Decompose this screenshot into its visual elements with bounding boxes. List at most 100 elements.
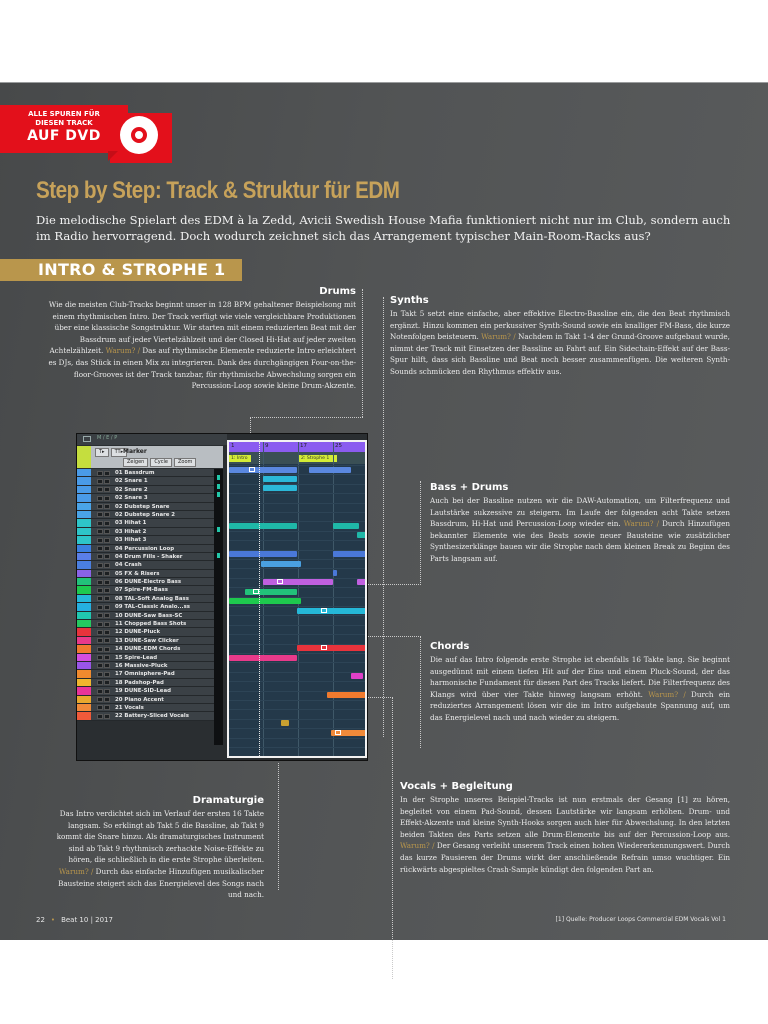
toggle-t[interactable]: T▸: [95, 448, 109, 457]
mute-solo-buttons[interactable]: [97, 546, 111, 552]
mute-solo-buttons[interactable]: [97, 554, 111, 560]
mute-solo-buttons[interactable]: [97, 713, 111, 719]
mute-solo-buttons[interactable]: [97, 529, 111, 535]
track-row[interactable]: 03 Hihat 2: [77, 527, 223, 537]
zeigen-button[interactable]: Zeigen: [123, 458, 149, 467]
track-row[interactable]: 10 DUNE-Saw Bass-SC: [77, 611, 223, 621]
mute-solo-buttons[interactable]: [97, 487, 111, 493]
arrangement-clip[interactable]: [229, 522, 297, 529]
track-row[interactable]: 19 DUNE-SID-Lead: [77, 687, 223, 696]
track-row[interactable]: 07 Spire-FM-Bass: [77, 586, 223, 595]
track-row[interactable]: 18 Padshop-Pad: [77, 678, 223, 688]
track-row[interactable]: 01 Bassdrum: [77, 469, 223, 478]
track-row[interactable]: 08 TAL-Soft Analog Bass: [77, 594, 223, 604]
mute-solo-buttons[interactable]: [97, 688, 111, 694]
arrangement-clip[interactable]: [309, 466, 351, 473]
track-row[interactable]: 06 DUNE-Electro Bass: [77, 578, 223, 587]
track-row[interactable]: 03 Hihat 1: [77, 519, 223, 528]
arrangement-clip[interactable]: [263, 475, 297, 482]
track-row[interactable]: 04 Crash: [77, 561, 223, 570]
track-row[interactable]: 14 DUNE-EDM Chords: [77, 645, 223, 654]
track-row[interactable]: 02 Snare 2: [77, 485, 223, 495]
automation-point-icon[interactable]: [335, 729, 341, 735]
track-row[interactable]: 15 Spire-Lead: [77, 653, 223, 662]
track-row[interactable]: 12 DUNE-Pluck: [77, 628, 223, 637]
arrangement-clip[interactable]: [333, 522, 359, 529]
automation-point-icon[interactable]: [321, 607, 327, 613]
automation-point-icon[interactable]: [277, 579, 283, 585]
arrangement-clip[interactable]: [263, 579, 333, 586]
track-row[interactable]: 22 Battery-Sliced Vocals: [77, 712, 223, 721]
arrangement-clip[interactable]: [357, 579, 365, 586]
automation-point-icon[interactable]: [321, 645, 327, 651]
chords-block: Chords Die auf das Intro folgende erste …: [430, 640, 730, 724]
mute-solo-buttons[interactable]: [97, 512, 111, 518]
arrangement-clip[interactable]: [333, 551, 365, 558]
automation-point-icon[interactable]: [249, 466, 255, 472]
track-row[interactable]: 20 Piano Accent: [77, 695, 223, 704]
arrangement-clip[interactable]: [333, 569, 337, 576]
mute-solo-buttons[interactable]: [97, 470, 111, 476]
track-row[interactable]: 04 Drum Fills - Shaker: [77, 552, 223, 562]
arrangement-clip[interactable]: [351, 673, 363, 680]
mute-solo-buttons[interactable]: [97, 579, 111, 585]
track-row[interactable]: 02 Dubstep Snare: [77, 502, 223, 511]
mute-solo-buttons[interactable]: [97, 604, 111, 610]
mute-solo-buttons[interactable]: [97, 655, 111, 661]
mute-solo-buttons[interactable]: [97, 478, 111, 484]
track-row[interactable]: 02 Snare 1: [77, 477, 223, 486]
arrangement-clip[interactable]: [327, 692, 365, 699]
mute-solo-buttons[interactable]: [97, 495, 111, 501]
mute-solo-buttons[interactable]: [97, 520, 111, 526]
track-row[interactable]: 04 Percussion Loop: [77, 544, 223, 553]
automation-point-icon[interactable]: [253, 588, 259, 594]
arrangement-clip[interactable]: [263, 485, 297, 492]
toggle-tt[interactable]: TT▸: [110, 448, 128, 457]
track-row[interactable]: 05 FX & Risers: [77, 569, 223, 579]
arrangement-clip[interactable]: [229, 654, 297, 661]
section-marker[interactable]: 1: Intro: [229, 455, 251, 462]
mute-solo-buttons[interactable]: [97, 587, 111, 593]
mute-solo-buttons[interactable]: [97, 663, 111, 669]
track-row[interactable]: 02 Dubstep Snare 2: [77, 510, 223, 520]
mute-solo-buttons[interactable]: [97, 621, 111, 627]
arrangement-clip[interactable]: [357, 532, 365, 539]
mute-solo-buttons[interactable]: [97, 705, 111, 711]
mute-solo-buttons[interactable]: [97, 613, 111, 619]
arrangement-clip[interactable]: [245, 588, 297, 595]
track-row[interactable]: 21 Vocals: [77, 703, 223, 713]
track-row[interactable]: 13 DUNE-Saw Clicker: [77, 636, 223, 646]
cycle-button[interactable]: Cycle: [150, 458, 172, 467]
arrangement-clip[interactable]: [331, 729, 365, 736]
mute-solo-buttons[interactable]: [97, 671, 111, 677]
mute-solo-buttons[interactable]: [97, 504, 111, 510]
arrangement-clip[interactable]: [261, 560, 301, 567]
arrangement-clip[interactable]: [281, 720, 289, 727]
mute-solo-buttons[interactable]: [97, 680, 111, 686]
arrangement-clip[interactable]: [229, 466, 297, 473]
playhead[interactable]: [259, 442, 260, 756]
arrangement-clip[interactable]: [229, 551, 297, 558]
track-row[interactable]: 02 Snare 3: [77, 494, 223, 503]
mute-solo-buttons[interactable]: [97, 638, 111, 644]
mute-solo-buttons[interactable]: [97, 629, 111, 635]
mute-solo-buttons[interactable]: [97, 697, 111, 703]
arrangement-clip[interactable]: [229, 598, 301, 605]
zoom-button[interactable]: Zoom: [173, 458, 197, 467]
section-marker[interactable]: 2: Strophe 1: [299, 455, 337, 462]
track-row[interactable]: 11 Chopped Bass Shots: [77, 620, 223, 629]
arrangement-view[interactable]: 1 9 17 25 1: Intro 2: Strophe 1: [227, 440, 367, 758]
track-row[interactable]: 03 Hihat 3: [77, 536, 223, 545]
synths-text: In Takt 5 setzt eine einfache, aber effe…: [390, 308, 730, 378]
track-row[interactable]: 17 Omnisphere-Pad: [77, 670, 223, 679]
arrangement-clip[interactable]: [297, 645, 365, 652]
mute-solo-buttons[interactable]: [97, 537, 111, 543]
mute-solo-buttons[interactable]: [97, 596, 111, 602]
mute-solo-buttons[interactable]: [97, 646, 111, 652]
mute-solo-buttons[interactable]: [97, 562, 111, 568]
track-row[interactable]: 09 TAL-Classic Analo...ss: [77, 603, 223, 612]
bar-ruler[interactable]: 1 9 17 25: [229, 442, 365, 452]
mute-solo-buttons[interactable]: [97, 571, 111, 577]
arrangement-clip[interactable]: [297, 607, 365, 614]
track-row[interactable]: 16 Massive-Pluck: [77, 661, 223, 671]
